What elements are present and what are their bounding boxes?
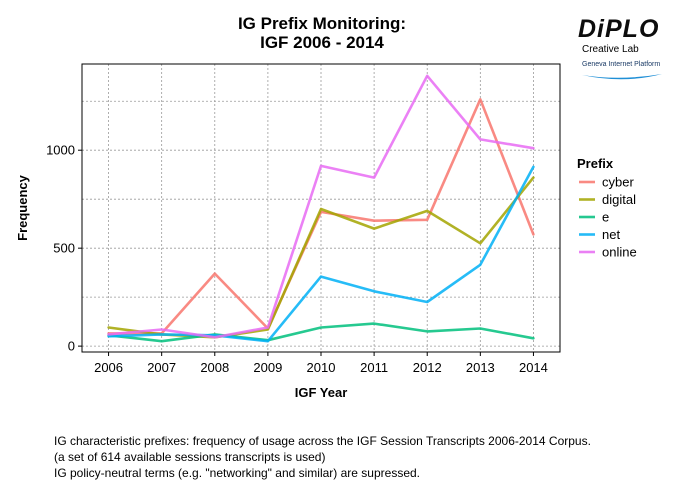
x-tick-label: 2007 (147, 360, 176, 375)
x-tick-label: 2013 (466, 360, 495, 375)
logo-subtitle: Creative Lab (582, 44, 639, 55)
x-tick-label: 2010 (307, 360, 336, 375)
x-tick-label: 2011 (360, 360, 388, 375)
logo-brand-text: DiPLO (578, 15, 660, 43)
line-chart: 0 500 1000 2006 2007 2008 2009 2010 2011 2012 2013… (15, 63, 637, 400)
legend-label-online: online (602, 245, 637, 260)
y-tick-label: 0 (68, 339, 75, 354)
caption-line-3: IG policy-neutral terms (e.g. "networkin… (54, 466, 420, 480)
y-axis-title: Frequency (15, 174, 30, 241)
x-tick-label: 2006 (94, 360, 123, 375)
series-line-e (107, 322, 535, 343)
x-tick-label: 2012 (413, 360, 442, 375)
caption-line-1: IG characteristic prefixes: frequency of… (54, 434, 591, 448)
chart-title-line-1: IG Prefix Monitoring: (237, 14, 407, 33)
series-line-online (107, 74, 535, 339)
series-line-net (107, 165, 535, 343)
y-tick-label: 1000 (46, 143, 75, 158)
y-tick-label: 500 (53, 241, 75, 256)
logo-tagline: Geneva Internet Platform (582, 61, 661, 68)
chart-title-line-2: IGF 2006 - 2014 (260, 33, 384, 52)
legend-label-net: net (602, 227, 620, 242)
legend-title: Prefix (577, 156, 614, 171)
x-axis-title: IGF Year (295, 385, 348, 400)
x-tick-label: 2014 (519, 360, 548, 375)
caption-line-2: (a set of 614 available sessions transcr… (54, 450, 326, 464)
legend-label-cyber: cyber (602, 175, 634, 190)
legend-label-e: e (602, 210, 609, 225)
chart-caption: IG characteristic prefixes: frequency of… (54, 433, 591, 481)
logo-swoosh-icon (582, 74, 662, 80)
diplo-logo: DiPLO Creative Lab Geneva Internet Platf… (578, 14, 688, 87)
legend-label-digital: digital (602, 192, 636, 207)
x-tick-label: 2009 (253, 360, 282, 375)
x-tick-label: 2008 (200, 360, 229, 375)
